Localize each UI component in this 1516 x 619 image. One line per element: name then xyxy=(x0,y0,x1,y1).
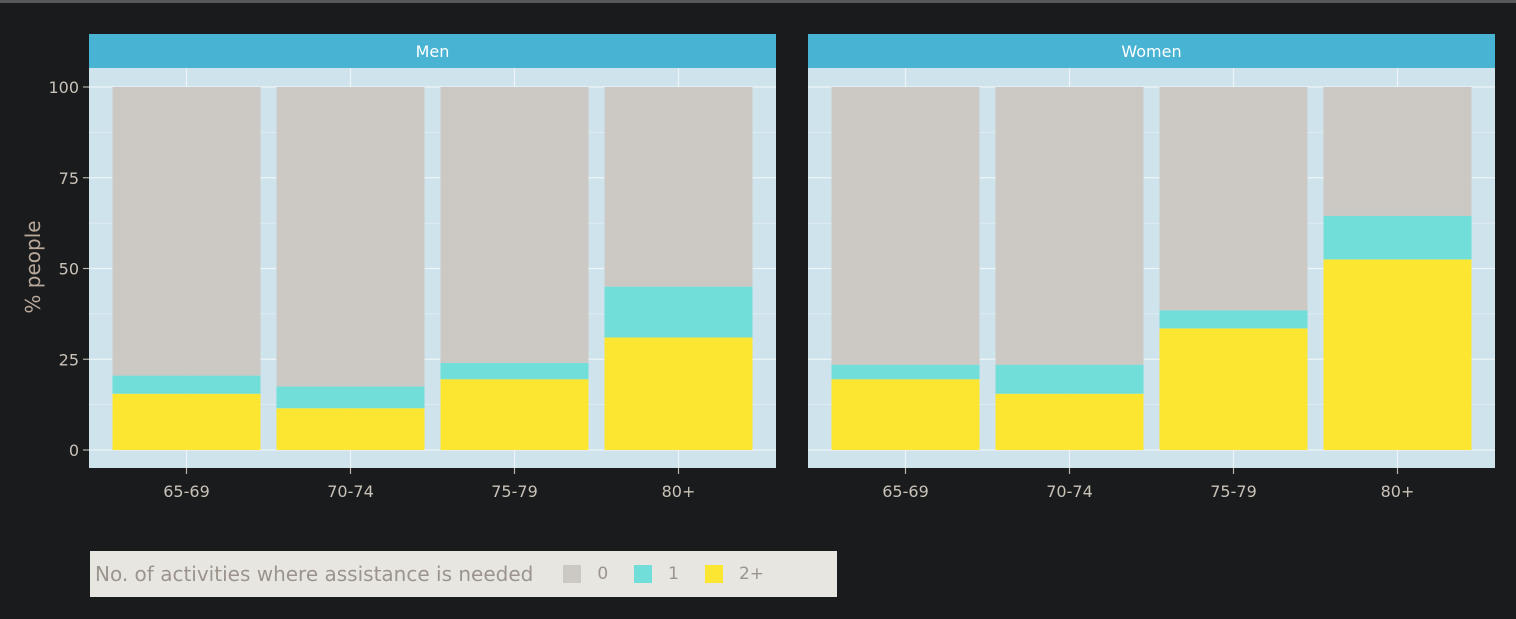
bar-men-65-69-1 xyxy=(112,375,261,394)
bar-men-80+-1 xyxy=(604,286,753,338)
bar-men-70-74-0 xyxy=(276,87,425,387)
legend-swatch xyxy=(704,565,723,583)
bar-women-65-69-0 xyxy=(831,87,980,365)
chart-canvas: % people Men 65-69 70-74 75-79 80+ 0 25 50 75 100… xyxy=(21,34,1495,501)
bar-women-80+-1 xyxy=(1323,215,1472,260)
bar-women-80+-0 xyxy=(1323,87,1472,216)
legend-item-1: 1 xyxy=(634,564,679,584)
legend-swatch xyxy=(634,565,653,583)
bar-men-75-79-2+ xyxy=(440,379,589,450)
x-tick-label: 65-69 xyxy=(882,482,929,501)
legend-label: 2+ xyxy=(738,564,765,584)
x-tick-label: 70-74 xyxy=(327,482,374,501)
legend-title: No. of activities where assistance is ne… xyxy=(95,562,534,586)
y-tick-label: 25 xyxy=(59,350,79,369)
x-tick-label: 65-69 xyxy=(163,482,210,501)
x-tick-label: 75-79 xyxy=(491,482,538,501)
facet-title: Women xyxy=(1121,42,1181,61)
window-top-border xyxy=(0,0,1516,3)
legend-items: 0 1 2+ xyxy=(563,564,790,584)
y-tick-label: 75 xyxy=(59,169,79,188)
y-tick-label: 0 xyxy=(69,441,79,460)
bar-women-70-74-1 xyxy=(995,364,1144,394)
facet-men: Men 65-69 70-74 75-79 80+ 0 25 50 75 100 xyxy=(48,34,776,501)
legend-swatch xyxy=(563,565,582,583)
bar-men-80+-2+ xyxy=(604,337,753,450)
facet-strip xyxy=(808,34,1495,68)
facet-strip xyxy=(89,34,776,68)
bar-men-65-69-2+ xyxy=(112,393,261,450)
bar-women-75-79-0 xyxy=(1159,87,1308,311)
bar-women-70-74-2+ xyxy=(995,393,1144,450)
legend-label: 1 xyxy=(668,564,679,584)
bar-women-80+-2+ xyxy=(1323,259,1472,450)
legend: No. of activities where assistance is ne… xyxy=(90,551,837,597)
y-axis-title: % people xyxy=(21,220,45,313)
facet-title: Men xyxy=(416,42,450,61)
legend-item-2+: 2+ xyxy=(704,564,765,584)
bar-women-75-79-2+ xyxy=(1159,328,1308,450)
y-tick-label: 50 xyxy=(59,260,79,279)
bar-women-70-74-0 xyxy=(995,87,1144,365)
bar-men-75-79-0 xyxy=(440,87,589,363)
x-tick-label: 80+ xyxy=(1381,482,1415,501)
bar-women-75-79-1 xyxy=(1159,310,1308,329)
legend-item-0: 0 xyxy=(563,564,608,584)
bar-women-65-69-1 xyxy=(831,364,980,380)
bar-men-70-74-1 xyxy=(276,386,425,409)
x-tick-label: 70-74 xyxy=(1046,482,1093,501)
bar-men-65-69-0 xyxy=(112,87,261,376)
bar-men-80+-0 xyxy=(604,87,753,287)
facets-group: Men 65-69 70-74 75-79 80+ 0 25 50 75 100 Women 65-6… xyxy=(48,34,1495,501)
x-tick-label: 75-79 xyxy=(1210,482,1257,501)
x-tick-label: 80+ xyxy=(662,482,696,501)
bar-men-70-74-2+ xyxy=(276,408,425,450)
y-tick-label: 100 xyxy=(48,78,79,97)
legend-label: 0 xyxy=(597,564,609,584)
facet-women: Women 65-69 70-74 75-79 80+ xyxy=(808,34,1495,501)
bar-men-75-79-1 xyxy=(440,362,589,380)
bar-women-65-69-2+ xyxy=(831,379,980,450)
